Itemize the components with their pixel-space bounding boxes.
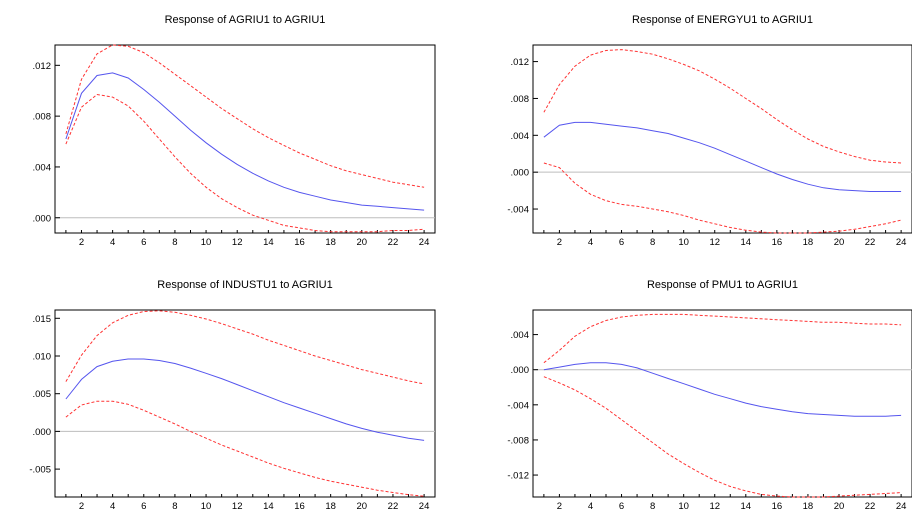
plot-frame: [532, 44, 912, 234]
y-tick-label: -.004: [507, 205, 529, 216]
y-tick-label: -.005: [29, 465, 51, 476]
y-tick-label: .000: [511, 365, 530, 376]
x-tick-label: 14: [263, 501, 274, 512]
lower-band-line: [65, 400, 425, 497]
y-tick-label: .004: [511, 330, 530, 341]
y-tick-label: .012: [511, 57, 530, 68]
x-tick-label: 24: [896, 501, 907, 512]
x-tick-label: 6: [619, 501, 624, 512]
upper-band-line: [65, 310, 425, 385]
x-tick-label: 22: [388, 501, 399, 512]
y-tick-label: .000: [33, 427, 52, 438]
chart-title: Response of ENERGYU1 to AGRIU1: [632, 14, 813, 26]
plot-frame: [532, 309, 912, 498]
chart-panel-3: Response of INDUSTU1 to AGRIU1 .015 .010 .0…: [29, 279, 436, 512]
x-tick-label: 8: [172, 501, 177, 512]
y-tick-label: -.004: [507, 400, 529, 411]
y-tick-label: .010: [33, 351, 52, 362]
x-tick-label: 4: [588, 501, 593, 512]
x-tick-label: 22: [865, 237, 876, 248]
y-tick-label: -.012: [507, 471, 529, 482]
x-tick-label: 12: [232, 501, 243, 512]
x-tick-label: 10: [678, 237, 689, 248]
lower-band-line: [543, 376, 902, 498]
x-tick-label: 6: [141, 501, 146, 512]
y-tick-label: .012: [33, 61, 52, 72]
x-tick-label: 20: [834, 237, 845, 248]
x-tick-label: 24: [419, 501, 430, 512]
x-tick-label: 2: [557, 237, 562, 248]
x-tick-label: 4: [110, 501, 115, 512]
upper-band-line: [543, 313, 902, 364]
x-tick-label: 20: [357, 501, 368, 512]
x-tick-label: 2: [557, 501, 562, 512]
x-tick-label: 16: [772, 501, 783, 512]
response-line: [65, 72, 425, 211]
x-tick-label: 14: [741, 237, 752, 248]
response-line: [65, 358, 425, 441]
upper-band-line: [543, 49, 902, 164]
x-tick-label: 20: [357, 237, 368, 248]
chart-panel-1: Response of AGRIU1 to AGRIU1 .012 .008 .004…: [33, 14, 436, 248]
x-tick-label: 6: [141, 237, 146, 248]
x-tick-label: 6: [619, 237, 624, 248]
x-tick-label: 16: [772, 237, 783, 248]
x-tick-label: 4: [110, 237, 115, 248]
chart-panel-2: Response of ENERGYU1 to AGRIU1 .012 .008 .0…: [507, 14, 912, 248]
y-tick-label: .008: [511, 94, 530, 105]
chart-title: Response of INDUSTU1 to AGRIU1: [157, 279, 332, 291]
x-tick-label: 4: [588, 237, 593, 248]
x-tick-label: 18: [325, 501, 336, 512]
x-tick-label: 24: [419, 237, 430, 248]
x-tick-label: 2: [79, 501, 84, 512]
x-tick-label: 24: [896, 237, 907, 248]
response-line: [543, 121, 902, 192]
y-tick-label: .015: [33, 314, 52, 325]
x-tick-label: 12: [232, 237, 243, 248]
y-tick-label: .000: [33, 213, 52, 224]
chart-panel-4: Response of PMU1 to AGRIU1 .004 .000 -.004 -…: [507, 279, 912, 512]
x-tick-label: 14: [263, 237, 274, 248]
y-tick-label: .004: [33, 162, 52, 173]
x-tick-label: 18: [803, 237, 814, 248]
y-tick-label: .000: [511, 168, 530, 179]
x-tick-label: 18: [325, 237, 336, 248]
x-tick-label: 8: [650, 501, 655, 512]
x-tick-label: 10: [678, 501, 689, 512]
x-tick-label: 12: [709, 501, 720, 512]
chart-title: Response of PMU1 to AGRIU1: [647, 279, 798, 291]
y-tick-label: .005: [33, 389, 52, 400]
x-tick-label: 22: [865, 501, 876, 512]
x-tick-label: 8: [650, 237, 655, 248]
x-tick-label: 20: [834, 501, 845, 512]
y-tick-label: .004: [511, 131, 530, 142]
x-tick-label: 14: [741, 501, 752, 512]
lower-band-line: [543, 162, 902, 234]
x-tick-label: 22: [388, 237, 399, 248]
chart-title: Response of AGRIU1 to AGRIU1: [165, 14, 326, 26]
x-tick-label: 2: [79, 237, 84, 248]
x-tick-label: 8: [172, 237, 177, 248]
x-tick-label: 16: [294, 501, 305, 512]
y-tick-label: -.008: [507, 435, 529, 446]
upper-band-line: [65, 44, 425, 188]
x-tick-label: 10: [201, 501, 212, 512]
x-tick-label: 18: [803, 501, 814, 512]
lower-band-line: [65, 93, 425, 233]
x-tick-label: 10: [201, 237, 212, 248]
y-tick-label: .008: [33, 112, 52, 123]
plot-frame: [54, 44, 436, 234]
response-line: [543, 362, 902, 417]
plot-frame: [54, 309, 436, 498]
x-tick-label: 16: [294, 237, 305, 248]
x-tick-label: 12: [709, 237, 720, 248]
